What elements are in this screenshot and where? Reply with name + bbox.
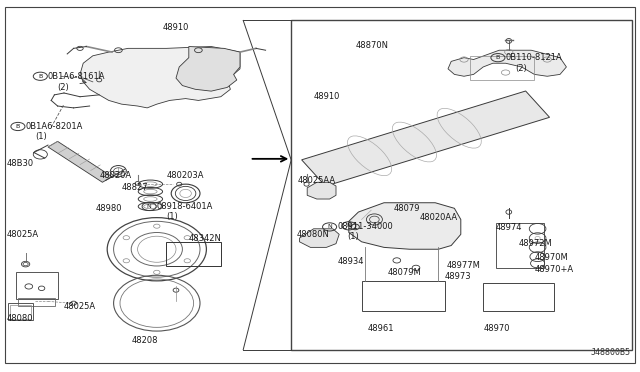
- Polygon shape: [301, 91, 550, 186]
- Text: 48973: 48973: [445, 272, 472, 280]
- Bar: [18, 298, 55, 306]
- Text: 48974: 48974: [496, 223, 522, 232]
- Bar: [16, 272, 58, 299]
- Text: 0B110-8121A: 0B110-8121A: [506, 53, 563, 62]
- Polygon shape: [307, 182, 336, 199]
- Text: 48970: 48970: [483, 324, 509, 333]
- Text: B: B: [16, 124, 20, 129]
- Bar: [362, 281, 445, 311]
- Text: 48080: 48080: [6, 314, 33, 323]
- Text: 48970+A: 48970+A: [535, 265, 574, 274]
- Polygon shape: [300, 229, 339, 247]
- Bar: [291, 20, 632, 350]
- Text: (1): (1): [166, 212, 178, 221]
- Bar: [470, 56, 534, 80]
- Bar: [8, 303, 33, 320]
- Polygon shape: [80, 46, 240, 108]
- Bar: [496, 223, 544, 268]
- Text: 48025AA: 48025AA: [298, 176, 336, 185]
- Bar: [10, 305, 31, 319]
- Text: N: N: [147, 204, 152, 209]
- Text: 48977M: 48977M: [447, 262, 481, 270]
- Text: (2): (2): [58, 83, 69, 92]
- Text: 48870N: 48870N: [355, 41, 388, 50]
- Text: 48910: 48910: [163, 23, 189, 32]
- Text: 48079M: 48079M: [387, 268, 421, 277]
- Text: 48827: 48827: [122, 183, 148, 192]
- Text: 0B1A6-8201A: 0B1A6-8201A: [26, 122, 83, 131]
- Text: 48025A: 48025A: [64, 302, 96, 311]
- Text: 48080N: 48080N: [296, 230, 329, 239]
- Text: 48961: 48961: [368, 324, 394, 333]
- Text: (2): (2): [515, 64, 527, 73]
- Text: 48934: 48934: [337, 257, 364, 266]
- Text: 08918-6401A: 08918-6401A: [157, 202, 213, 211]
- Text: 48980: 48980: [96, 204, 122, 213]
- Text: 48972M: 48972M: [518, 239, 552, 248]
- Text: 48020A: 48020A: [99, 171, 131, 180]
- Text: 48910: 48910: [314, 92, 340, 101]
- Polygon shape: [176, 46, 240, 91]
- Text: J48800B5: J48800B5: [590, 348, 630, 357]
- Text: B: B: [38, 74, 42, 79]
- Text: 48970M: 48970M: [535, 253, 569, 262]
- Bar: [483, 283, 554, 311]
- Text: B: B: [496, 55, 500, 60]
- Text: 48020AA: 48020AA: [419, 213, 458, 222]
- Text: 480203A: 480203A: [166, 171, 204, 180]
- Text: 48208: 48208: [131, 336, 157, 345]
- Text: 0B1A6-8161A: 0B1A6-8161A: [48, 72, 106, 81]
- Polygon shape: [48, 141, 112, 182]
- Text: N: N: [346, 223, 351, 228]
- Text: (1): (1): [348, 232, 359, 241]
- Text: 08911-34000: 08911-34000: [337, 222, 393, 231]
- Text: 48B30: 48B30: [6, 159, 33, 168]
- Polygon shape: [448, 50, 566, 76]
- Bar: [166, 242, 221, 266]
- Text: N: N: [327, 224, 332, 230]
- Text: 48079: 48079: [394, 204, 420, 213]
- Text: 48025A: 48025A: [6, 230, 38, 239]
- Text: (1): (1): [35, 132, 47, 141]
- Polygon shape: [349, 203, 461, 249]
- Text: 48342N: 48342N: [189, 234, 221, 243]
